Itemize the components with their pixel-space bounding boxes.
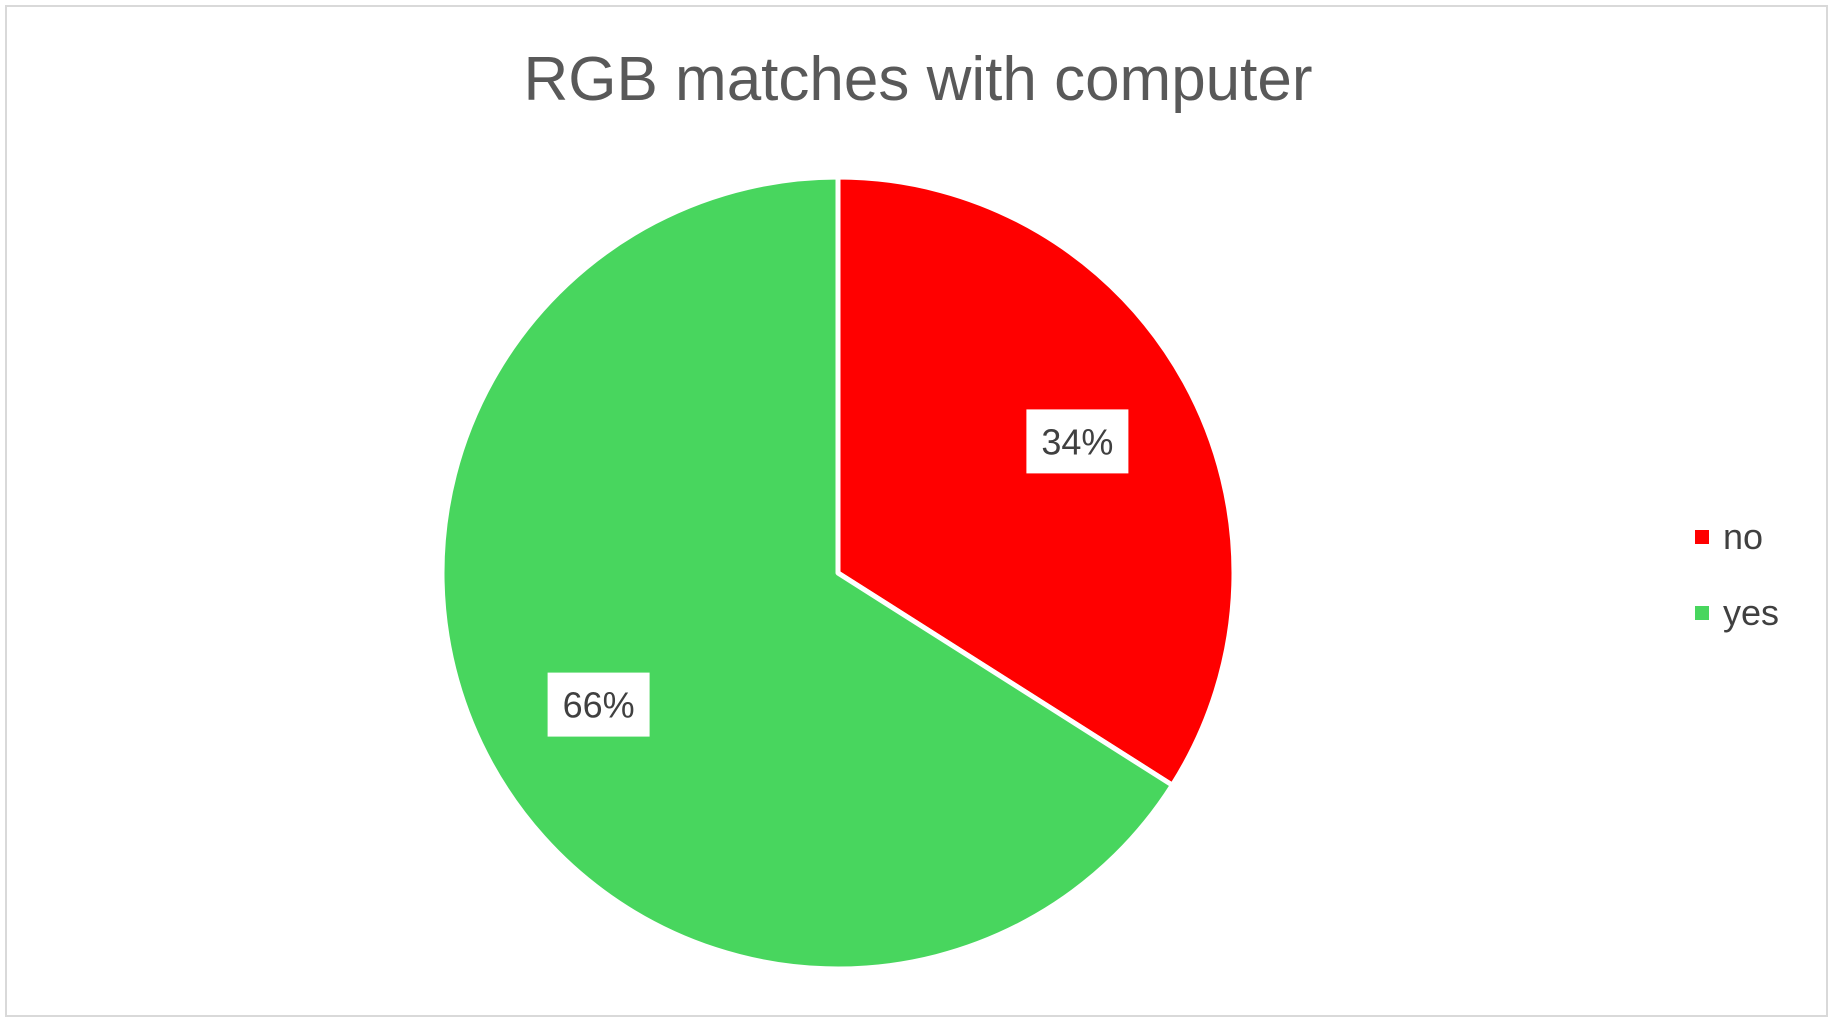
data-label-no: 34% (1041, 421, 1113, 462)
pie-slices (439, 174, 1237, 972)
data-label-box-yes (547, 672, 650, 737)
data-label-box-no (1026, 409, 1129, 474)
legend: no yes (1695, 516, 1779, 633)
legend-label-yes: yes (1723, 592, 1779, 633)
data-label-yes: 66% (563, 685, 635, 726)
chart-title: RGB matches with computer (523, 45, 1312, 114)
pie-slice-yes (439, 174, 1175, 972)
legend-swatch-no (1695, 530, 1709, 544)
data-labels: 34% 66% (547, 409, 1129, 737)
legend-swatch-yes (1695, 606, 1709, 620)
legend-label-no: no (1723, 516, 1763, 557)
